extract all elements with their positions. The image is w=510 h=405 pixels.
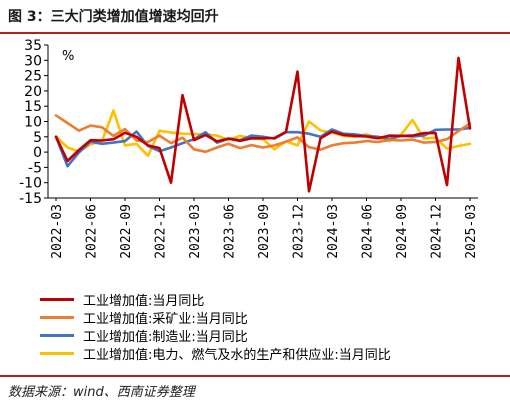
chart-title: 图 3：三大门类增加值增速均回升 — [8, 9, 219, 25]
data-source: 数据来源：wind、西南证券整理 — [8, 385, 195, 400]
legend-item: 工业增加值:电力、燃气及水的生产和供应业:当月同比 — [40, 344, 391, 363]
x-tick-label: 2022-09 — [119, 204, 134, 259]
x-tick-label: 2024-03 — [326, 204, 341, 259]
series-line — [54, 114, 472, 154]
y-tick-label: 15 — [24, 99, 42, 115]
legend-item: 工业增加值:制造业:当月同比 — [40, 326, 391, 345]
legend-swatch — [40, 333, 74, 337]
legend-swatch — [40, 351, 74, 355]
y-tick-label: -15 — [19, 191, 42, 207]
x-tick-label: 2024-12 — [430, 204, 445, 259]
unit-label: % — [62, 49, 74, 64]
x-tick-label: 2023-12 — [292, 204, 307, 259]
legend-label: 工业增加值:制造业:当月同比 — [83, 329, 248, 345]
legend-label: 工业增加值:采矿业:当月同比 — [83, 311, 248, 327]
x-tick-label: 2025-03 — [464, 204, 479, 259]
y-tick-label: -5 — [28, 160, 42, 176]
x-tick-label: 2023-03 — [188, 204, 203, 259]
legend-label: 工业增加值:当月同比 — [83, 293, 205, 309]
bottom-rule — [0, 375, 510, 377]
legend-item: 工业增加值:采矿业:当月同比 — [40, 308, 391, 327]
x-tick-label: 2023-06 — [223, 204, 238, 259]
legend-item: 工业增加值:当月同比 — [40, 290, 391, 309]
series-line — [54, 56, 472, 193]
legend: 工业增加值:当月同比工业增加值:采矿业:当月同比 工业增加值:制造业:当月同比工业… — [40, 290, 391, 363]
x-tick-label: 2024-09 — [395, 204, 410, 259]
y-tick-label: 25 — [24, 69, 42, 85]
series-lines — [54, 56, 472, 193]
legend-swatch — [40, 315, 74, 319]
y-tick-label: 10 — [24, 115, 42, 131]
axes — [44, 44, 478, 201]
x-tick-label: 2024-06 — [361, 204, 376, 259]
x-tick-label: 2022-06 — [85, 204, 100, 259]
legend-swatch — [40, 297, 74, 301]
y-tick-label: -10 — [19, 176, 42, 192]
y-tick-label: 30 — [24, 53, 42, 69]
x-tick-label: 2022-03 — [50, 204, 65, 259]
x-tick-label: 2023-09 — [257, 204, 272, 259]
x-tick-label: 2022-12 — [154, 204, 169, 259]
top-rule — [0, 32, 510, 34]
y-tick-label: 0 — [33, 145, 42, 161]
y-tick-label: 35 — [24, 38, 42, 54]
y-tick-label: 20 — [24, 84, 42, 100]
y-tick-label: 5 — [33, 130, 42, 146]
legend-label: 工业增加值:电力、燃气及水的生产和供应业:当月同比 — [83, 347, 391, 363]
